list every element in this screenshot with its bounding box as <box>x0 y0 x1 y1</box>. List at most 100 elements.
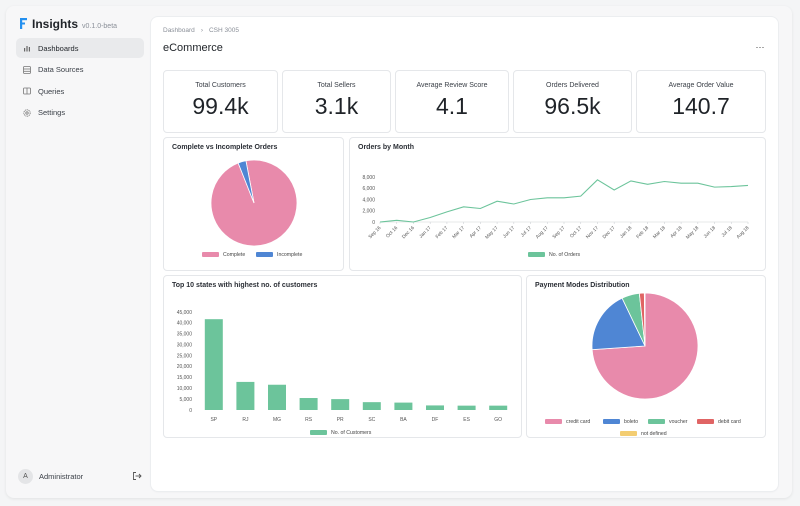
breadcrumb: Dashboard › CSH 3005 <box>163 27 239 34</box>
stat-card-orders-delivered: Orders Delivered 96.5k <box>513 70 632 133</box>
legend-label: Complete <box>223 252 245 258</box>
bar-MG <box>268 384 286 410</box>
chart-title: Top 10 states with highest no. of custom… <box>172 282 318 289</box>
x-tick-label: Feb 18 <box>635 225 650 240</box>
pie-slice-not-defined <box>643 292 646 347</box>
breadcrumb-dashboard[interactable]: Dashboard <box>163 27 195 34</box>
stat-value: 140.7 <box>672 93 730 119</box>
x-tick-label: Aug 18 <box>735 225 750 240</box>
x-tick-label: Jan 18 <box>619 225 634 240</box>
brand[interactable]: Insights v0.1.0-beta <box>20 17 117 31</box>
more-options-button[interactable]: ··· <box>755 42 765 52</box>
legend-swatch <box>256 252 273 257</box>
chart-title: Orders by Month <box>358 144 415 151</box>
sidebar-item-label: Dashboards <box>38 43 79 53</box>
x-tick-label: Jun 18 <box>703 225 718 240</box>
sidebar-item-label: Data Sources <box>38 65 84 74</box>
sidebar-item-queries[interactable]: Queries <box>16 81 144 101</box>
logout-icon[interactable] <box>132 471 142 481</box>
bar-SP <box>204 319 223 410</box>
bar-chart-top-states: 0 5,000 10,000 15,000 20,000 25,000 30,000 35,0… <box>177 310 508 436</box>
x-tick-label: Jan 17 <box>418 225 433 240</box>
pie-slice-Incomplete <box>237 160 255 204</box>
stat-label: Average Order Value <box>668 82 734 89</box>
y-tick-label: 25,000 <box>177 353 193 359</box>
x-tick-label: MG <box>273 417 281 423</box>
x-tick-label: Oct 16 <box>385 225 399 239</box>
y-tick-label: 2,000 <box>362 209 375 215</box>
book-icon <box>23 87 31 95</box>
x-tick-label: Feb 17 <box>435 225 450 240</box>
x-tick-label: ES <box>463 417 470 423</box>
legend-swatch <box>528 252 545 257</box>
sidebar-item-settings[interactable]: Settings <box>16 103 144 123</box>
chart-title: Complete vs Incomplete Orders <box>172 144 278 151</box>
x-tick-label: Jun 17 <box>502 225 517 240</box>
stat-card-average-review-score: Average Review Score 4.1 <box>395 70 509 133</box>
app-version: v0.1.0-beta <box>82 23 118 30</box>
bar-chart-icon <box>24 46 30 52</box>
user-menu[interactable]: A Administrator <box>18 466 142 486</box>
x-tick-label: DF <box>432 417 439 423</box>
sidebar-item-data-sources[interactable]: Data Sources <box>16 60 144 80</box>
stat-value: 99.4k <box>192 93 249 119</box>
sidebar-item-label: Queries <box>38 86 65 96</box>
legend-swatch <box>648 419 665 424</box>
sidebar-nav: Dashboards Data Sources Queries Settings <box>16 38 144 124</box>
y-tick-label: 30,000 <box>177 342 193 348</box>
database-icon <box>23 65 31 74</box>
stat-card-total-customers: Total Customers 99.4k <box>163 70 278 133</box>
x-tick-label: Apr 18 <box>669 225 683 239</box>
legend-swatch <box>310 430 327 435</box>
bar-DF <box>426 405 444 410</box>
gear-icon <box>23 108 31 117</box>
x-tick-label: RJ <box>242 417 249 423</box>
x-tick-label: Apr 17 <box>469 225 483 239</box>
legend-swatch <box>202 252 219 257</box>
stat-label: Total Customers <box>195 82 246 89</box>
y-tick-label: 45,000 <box>177 310 193 316</box>
y-tick-label: 0 <box>189 408 192 414</box>
legend-label: debit card <box>718 419 741 425</box>
y-tick-label: 8,000 <box>362 175 375 181</box>
legend-label: No. of Orders <box>549 252 581 258</box>
breadcrumb-current[interactable]: CSH 3005 <box>208 27 239 34</box>
legend-label: No. of Customers <box>331 430 372 436</box>
stat-card-average-order-value: Average Order Value 140.7 <box>636 70 766 133</box>
page-title: eCommerce <box>163 42 223 54</box>
x-tick-label: Jul 17 <box>520 225 534 239</box>
sidebar-item-dashboards[interactable]: Dashboards <box>16 38 144 58</box>
bar-RS <box>299 398 318 410</box>
stat-label: Average Review Score <box>416 82 488 89</box>
insights-logo-icon <box>20 18 27 29</box>
y-tick-label: 5,000 <box>179 397 192 403</box>
chart-card-payment-modes: Payment Modes Distribution credit card bo… <box>526 275 766 438</box>
pie-slice-boleto <box>591 297 646 351</box>
avatar[interactable]: A <box>18 468 33 484</box>
x-tick-label: Dec 17 <box>602 225 617 240</box>
legend-swatch <box>603 419 620 424</box>
stat-label: Total Sellers <box>317 82 356 89</box>
pie-chart-payment-modes: credit card boleto voucher debit card not de… <box>545 292 741 437</box>
x-tick-label: Sep 16 <box>367 225 382 240</box>
chevron-right-icon: › <box>200 27 203 34</box>
app-name: Insights <box>32 17 79 31</box>
bar-BA <box>394 402 413 410</box>
y-tick-label: 6,000 <box>362 186 375 192</box>
legend-label: credit card <box>566 419 590 425</box>
chart-card-top-states: Top 10 states with highest no. of custom… <box>163 275 522 438</box>
stat-label: Orders Delivered <box>546 82 599 89</box>
y-tick-label: 15,000 <box>177 375 193 381</box>
y-tick-label: 40,000 <box>177 321 193 327</box>
x-tick-label: Dec 16 <box>401 225 416 240</box>
chart-card-order-completion: Complete vs Incomplete Orders Complete In… <box>163 137 344 271</box>
y-tick-label: 35,000 <box>177 332 193 338</box>
chart-card-orders-by-month: Orders by Month 0 2,000 4,000 6,000 8,000 Sep… <box>349 137 766 271</box>
x-tick-label: Nov 17 <box>585 225 600 240</box>
series-line-orders <box>379 179 749 223</box>
legend-label: not defined <box>641 431 667 437</box>
sidebar-item-label: Settings <box>38 108 66 117</box>
y-tick-label: 0 <box>372 220 375 226</box>
app-window: Insights v0.1.0-beta Dashboards Data Sou… <box>6 6 792 498</box>
pie-chart-order-completion: Complete Incomplete <box>202 159 302 258</box>
